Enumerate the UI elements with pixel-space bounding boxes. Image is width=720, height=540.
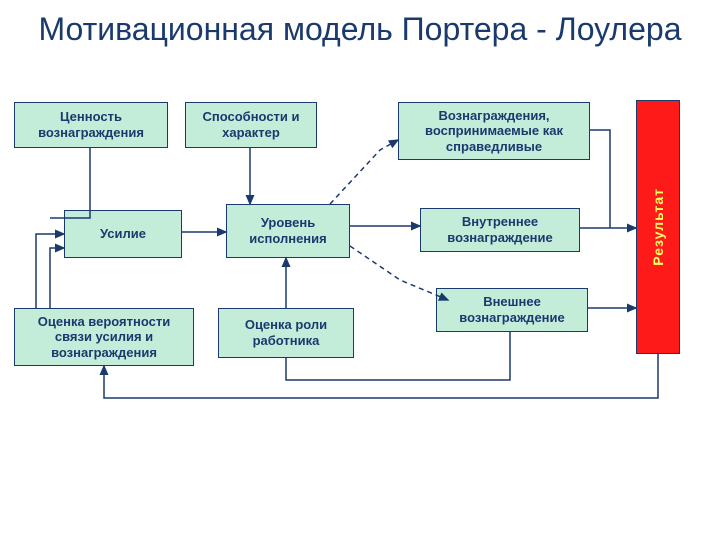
page-title: Мотивационная модель Портера - Лоулера [0, 10, 720, 48]
node-label: Усилие [100, 226, 146, 242]
node-prob-link: Оценка вероятности связи усилия и вознаг… [14, 308, 194, 366]
node-intrinsic: Внутреннее вознаграждение [420, 208, 580, 252]
node-abilities: Способности и характер [185, 102, 317, 148]
node-label: Уровень исполнения [231, 215, 345, 246]
node-performance: Уровень исполнения [226, 204, 350, 258]
node-role-eval: Оценка роли работника [218, 308, 354, 358]
edges-layer [0, 0, 720, 540]
node-label: Оценка вероятности связи усилия и вознаг… [19, 314, 189, 361]
node-effort: Усилие [64, 210, 182, 258]
node-extrinsic: Внешнее вознаграждение [436, 288, 588, 332]
node-label: Оценка роли работника [223, 317, 349, 348]
node-label: Внешнее вознаграждение [441, 294, 583, 325]
node-label: Вознаграждения, воспринимаемые как справ… [403, 108, 585, 155]
node-label: Результат [650, 188, 666, 266]
node-label: Ценность вознаграждения [19, 109, 163, 140]
node-label: Внутреннее вознаграждение [425, 214, 575, 245]
node-fair-reward: Вознаграждения, воспринимаемые как справ… [398, 102, 590, 160]
node-label: Способности и характер [190, 109, 312, 140]
node-result: Результат [636, 100, 680, 354]
node-value-reward: Ценность вознаграждения [14, 102, 168, 148]
